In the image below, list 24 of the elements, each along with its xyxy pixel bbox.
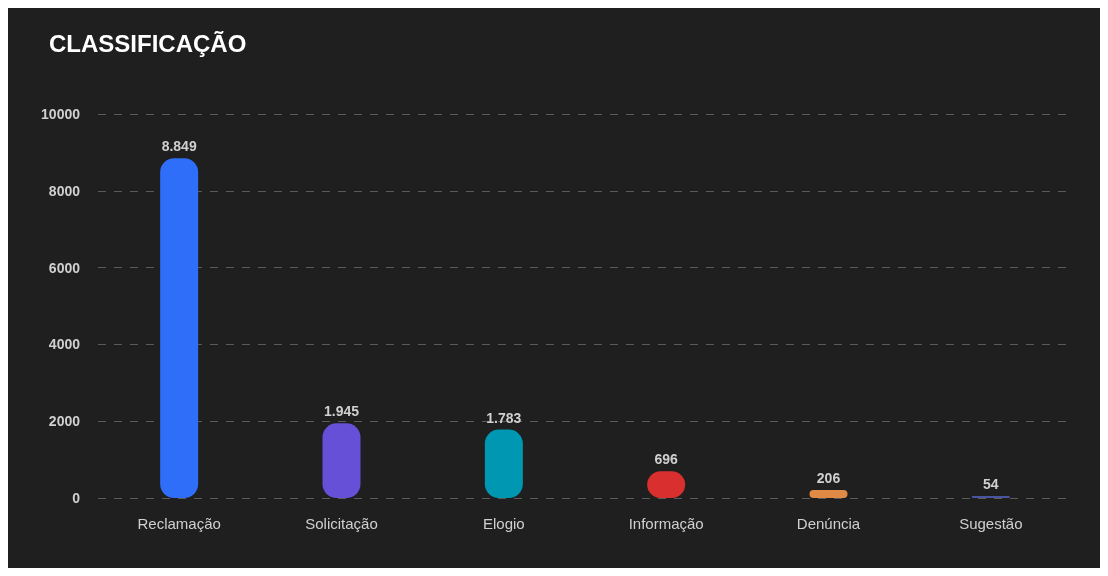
y-tick-label: 8000 <box>48 182 81 199</box>
x-tick-label: Informação <box>628 515 704 532</box>
data-label: 696 <box>654 451 679 468</box>
y-tick-label: 10000 <box>41 106 81 122</box>
bar <box>809 490 848 498</box>
data-label: 54 <box>983 475 999 492</box>
x-tick-label: Reclamação <box>137 515 221 532</box>
y-tick-label: 2000 <box>48 413 81 430</box>
y-tick-label: 6000 <box>48 259 81 276</box>
x-tick-label: Sugestão <box>959 515 1023 532</box>
bar <box>322 423 361 498</box>
bar <box>484 429 523 498</box>
data-label: 1.945 <box>323 403 360 420</box>
y-tick-label: 4000 <box>48 336 81 353</box>
data-label: 206 <box>816 470 841 487</box>
data-label: 1.783 <box>486 409 522 426</box>
chart-title: CLASSIFICAÇÃO <box>49 29 247 57</box>
x-tick-label: Elogio <box>482 515 525 532</box>
x-tick-label: Denúncia <box>796 515 861 532</box>
data-label: 8.849 <box>161 138 197 155</box>
x-tick-label: Solicitação <box>305 515 378 532</box>
y-tick-label: 0 <box>72 490 81 506</box>
bar <box>971 495 1010 498</box>
bar <box>160 158 199 498</box>
